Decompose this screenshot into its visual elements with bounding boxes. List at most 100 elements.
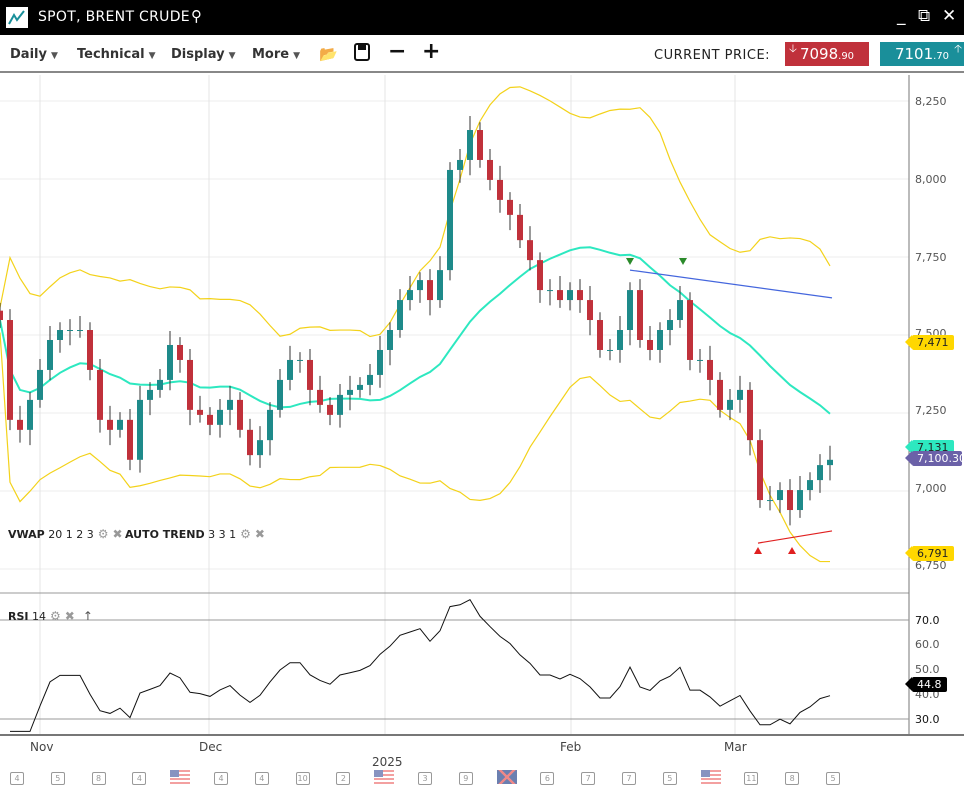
candle-body xyxy=(17,419,23,430)
upper-band-value: 7,471 xyxy=(917,336,949,349)
close-icon[interactable]: ✖ xyxy=(254,527,265,541)
autotrend-params: 3 3 1 xyxy=(208,528,237,541)
candle-body xyxy=(617,330,623,350)
rsi-legend: RSI 14 ⚙ ✖ ↑ xyxy=(8,609,93,623)
candle-body xyxy=(767,500,773,502)
ask-decimals: .70 xyxy=(933,51,950,62)
candle-body xyxy=(77,330,83,332)
toolbar: Daily ▼ Technical ▼ Display ▼ More ▼ 📂 − + C… xyxy=(0,35,964,73)
last-price-tag: 7,100.30 xyxy=(905,451,964,466)
candle-body xyxy=(267,409,273,441)
candle-body xyxy=(657,330,663,350)
save-icon[interactable] xyxy=(354,43,370,66)
title-bar: SPOT, BRENT CRUDE ⚲ _ ⧉ ✕ xyxy=(0,0,964,35)
calendar-event-icon[interactable]: 11 xyxy=(744,772,759,785)
gear-icon[interactable]: ⚙ xyxy=(50,609,61,623)
menu-daily[interactable]: Daily ▼ xyxy=(10,47,58,62)
calendar-event-icon[interactable]: 4 xyxy=(10,772,24,785)
candle-body xyxy=(557,290,563,301)
folder-open-icon[interactable]: 📂 xyxy=(319,45,338,63)
price-tick: 7,750 xyxy=(915,251,947,264)
candle-body xyxy=(687,300,693,360)
candle-body xyxy=(537,260,543,291)
menu-display[interactable]: Display ▼ xyxy=(171,47,236,62)
ask-main: 7101 xyxy=(894,45,934,63)
arrow-up-icon[interactable]: ↑ xyxy=(82,609,93,623)
candle-body xyxy=(677,300,683,321)
gear-icon[interactable]: ⚙ xyxy=(240,527,251,541)
gear-icon[interactable]: ⚙ xyxy=(97,527,109,541)
popout-icon[interactable]: ⧉ xyxy=(918,6,931,26)
calendar-event-icon[interactable]: 7 xyxy=(581,772,596,785)
candle-body xyxy=(157,379,163,390)
candle-body xyxy=(497,179,503,200)
calendar-event-icon[interactable]: 9 xyxy=(458,772,473,785)
candle-body xyxy=(47,339,53,370)
us-flag-icon[interactable] xyxy=(170,770,191,784)
candle-body xyxy=(757,440,763,501)
calendar-event-icon[interactable]: 5 xyxy=(50,772,65,785)
menu-technical[interactable]: Technical ▼ xyxy=(77,47,156,62)
us-flag-icon[interactable] xyxy=(374,770,395,784)
calendar-event-icon[interactable]: 4 xyxy=(132,772,147,785)
candle-body xyxy=(137,399,143,460)
zoom-in-icon[interactable]: + xyxy=(422,39,441,64)
last-price-value: 7,100.30 xyxy=(917,452,964,465)
candle-body xyxy=(807,480,813,491)
rsi-params: 14 xyxy=(32,610,46,623)
price-tick: 7,000 xyxy=(915,482,947,495)
candle-body xyxy=(127,419,133,460)
chevron-down-icon: ▼ xyxy=(228,51,236,61)
close-icon[interactable]: ✕ xyxy=(942,6,957,26)
calendar-event-icon[interactable]: 7 xyxy=(622,772,636,785)
calendar-event-icon[interactable]: 8 xyxy=(91,772,106,785)
candle-body xyxy=(7,320,13,420)
price-tick: 8,000 xyxy=(915,173,947,186)
candle-body xyxy=(577,290,583,301)
candle-body xyxy=(147,389,153,400)
ask-price-button[interactable]: 7101.70 🡡 xyxy=(880,42,964,66)
magnifier-icon[interactable]: ⚲ xyxy=(191,7,202,25)
close-icon[interactable]: ✖ xyxy=(64,609,75,623)
calendar-event-icon[interactable]: 5 xyxy=(662,772,677,785)
uk-flag-icon[interactable] xyxy=(496,770,517,784)
calendar-event-icon[interactable]: 2 xyxy=(336,772,351,785)
upper-band-tag: 7,471 xyxy=(905,335,954,350)
close-icon[interactable]: ✖ xyxy=(112,527,123,541)
us-flag-icon[interactable] xyxy=(700,770,721,784)
candle-body xyxy=(417,280,423,291)
vwap-params: 20 1 2 3 xyxy=(48,528,94,541)
price-chart[interactable] xyxy=(0,75,964,740)
candle-body xyxy=(737,389,743,400)
candle-body xyxy=(787,490,793,511)
arrow-up-icon: 🡡 xyxy=(954,42,962,55)
calendar-event-icon[interactable]: 8 xyxy=(785,772,800,785)
candle-body xyxy=(367,374,373,385)
minimize-icon[interactable]: _ xyxy=(897,6,906,26)
mid-band-value: 7,131 xyxy=(917,441,949,454)
flag-canton xyxy=(374,770,384,777)
current-price-label: CURRENT PRICE: xyxy=(654,48,771,63)
candle-body xyxy=(747,389,753,441)
calendar-event-icon[interactable]: 4 xyxy=(214,772,228,785)
calendar-event-icon[interactable]: 5 xyxy=(826,772,840,785)
rsi-line xyxy=(10,598,831,732)
bid-price-button[interactable]: 🡣 7098.90 xyxy=(785,42,869,66)
calendar-event-icon[interactable]: 10 xyxy=(295,772,310,785)
candle-body xyxy=(547,290,553,292)
candle-body xyxy=(287,359,293,380)
candle-body xyxy=(327,404,333,415)
candle-body xyxy=(727,399,733,410)
chevron-down-icon: ▼ xyxy=(293,51,301,61)
calendar-event-icon[interactable]: 3 xyxy=(418,772,432,785)
menu-more[interactable]: More ▼ xyxy=(252,47,300,62)
rsi-tick: 60.0 xyxy=(915,638,940,651)
candle-body xyxy=(437,270,443,301)
zoom-out-icon[interactable]: − xyxy=(388,39,407,64)
candle-body xyxy=(487,159,493,180)
candle-body xyxy=(697,359,703,361)
calendar-event-icon[interactable]: 4 xyxy=(254,772,269,785)
calendar-event-icon[interactable]: 6 xyxy=(540,772,555,785)
candle-body xyxy=(0,310,3,321)
chart-logo-icon xyxy=(6,7,28,28)
